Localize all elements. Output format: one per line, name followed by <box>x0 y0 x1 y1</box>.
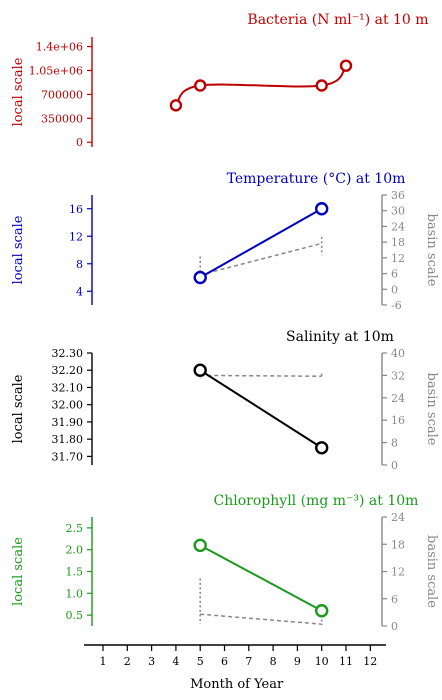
series-line <box>175 64 347 107</box>
right-tick-label: 18 <box>391 538 405 551</box>
right-tick-label: 18 <box>391 236 405 249</box>
right-tick-label: 16 <box>391 414 405 427</box>
right-tick-label: 36 <box>391 189 405 202</box>
left-tick-label: 32.20 <box>52 364 84 377</box>
right-tick-label: 6 <box>391 593 398 606</box>
left-axis-label: local scale <box>11 537 26 606</box>
data-point <box>339 59 353 72</box>
left-tick-label: 1.05e+06 <box>29 64 83 77</box>
basin-line <box>200 613 322 625</box>
data-point <box>169 99 183 112</box>
panel-title: Salinity at 10m <box>286 329 394 345</box>
left-tick-label: 2.0 <box>66 544 84 557</box>
data-point <box>315 604 329 618</box>
left-tick-label: 1.4e+06 <box>36 41 83 54</box>
series-line <box>199 207 323 279</box>
right-tick-label: -6 <box>391 299 402 312</box>
panel-3: Salinity at 10m 32.30 32.20 32.10 32.00 31.90… <box>11 329 439 472</box>
x-tick-label: 2 <box>124 655 131 668</box>
left-tick-label: 32.30 <box>52 347 84 360</box>
x-tick-label: 6 <box>221 655 228 668</box>
right-tick-label: 24 <box>391 392 405 405</box>
right-tick-label: 8 <box>391 437 398 450</box>
right-tick-label: 0 <box>391 283 398 296</box>
data-point <box>193 79 207 92</box>
left-axis-label: local scale <box>11 374 26 443</box>
left-tick-label: 8 <box>76 258 83 271</box>
left-tick-label: 12 <box>69 230 83 243</box>
panel-2: Temperature (°C) at 10m 16 12 8 4 local scale… <box>11 171 439 312</box>
left-tick-label: 31.70 <box>52 450 84 463</box>
x-tick-label: 4 <box>172 655 179 668</box>
left-tick-label: 0.5 <box>66 609 84 622</box>
right-tick-label: 32 <box>391 369 405 382</box>
x-tick-label: 9 <box>294 655 301 668</box>
x-axis-label: Month of Year <box>190 677 284 692</box>
left-tick-label: 32.10 <box>52 381 84 394</box>
left-axis-label: local scale <box>11 215 26 284</box>
panels: Bacteria (N ml⁻¹) at 10 m 1.4e+06 1.05e+06… <box>11 12 439 633</box>
right-tick-label: 24 <box>391 220 405 233</box>
x-tick-label: 12 <box>363 655 377 668</box>
basin-line <box>200 374 322 377</box>
left-tick-label: 31.90 <box>52 416 84 429</box>
right-tick-label: 6 <box>391 268 398 281</box>
x-tick-label: 5 <box>197 655 204 668</box>
panel-title: Chlorophyll (mg m⁻³) at 10m <box>214 493 419 509</box>
x-tick-label: 3 <box>148 655 155 668</box>
left-tick-label: 4 <box>76 285 83 298</box>
left-tick-label: 16 <box>69 203 83 216</box>
data-point <box>315 441 329 455</box>
panel-title: Temperature (°C) at 10m <box>227 171 406 187</box>
data-point <box>315 202 329 216</box>
x-tick-label: 7 <box>245 655 252 668</box>
right-tick-label: 30 <box>391 205 405 218</box>
panel-4: Chlorophyll (mg m⁻³) at 10m 2.5 2.0 1.5 1.0 0… <box>11 493 439 633</box>
left-tick-label: 350000 <box>41 112 83 125</box>
right-tick-label: 40 <box>391 347 405 360</box>
right-tick-label: 0 <box>391 459 398 472</box>
series-line <box>199 544 323 612</box>
right-tick-label: 24 <box>391 511 405 524</box>
data-point <box>315 79 328 92</box>
right-tick-label: 0 <box>391 620 398 633</box>
series-line <box>199 369 323 449</box>
x-tick-label: 10 <box>315 655 329 668</box>
left-tick-label: 2.5 <box>66 522 84 535</box>
right-axis-label: basin scale <box>424 535 439 608</box>
left-tick-label: 0 <box>76 136 83 149</box>
left-tick-label: 32.00 <box>52 399 84 412</box>
right-tick-label: 12 <box>391 566 405 579</box>
right-axis-label: basin scale <box>424 373 439 446</box>
left-tick-label: 1.5 <box>66 566 84 579</box>
x-tick-label: 11 <box>339 655 353 668</box>
x-tick-label: 8 <box>270 655 277 668</box>
data-point <box>193 363 207 377</box>
data-point <box>193 538 207 553</box>
left-tick-label: 700000 <box>41 88 83 101</box>
panel-title: Bacteria (N ml⁻¹) at 10 m <box>247 12 428 28</box>
panel-1: Bacteria (N ml⁻¹) at 10 m 1.4e+06 1.05e+06… <box>11 12 429 149</box>
right-tick-label: 12 <box>391 252 405 265</box>
left-tick-label: 31.80 <box>52 433 84 446</box>
right-axis-label: basin scale <box>424 214 439 287</box>
basin-line <box>200 242 322 276</box>
left-axis-label: local scale <box>11 57 26 126</box>
data-point <box>193 270 207 285</box>
x-tick-label: 1 <box>100 655 107 668</box>
left-tick-label: 1.0 <box>66 587 84 600</box>
